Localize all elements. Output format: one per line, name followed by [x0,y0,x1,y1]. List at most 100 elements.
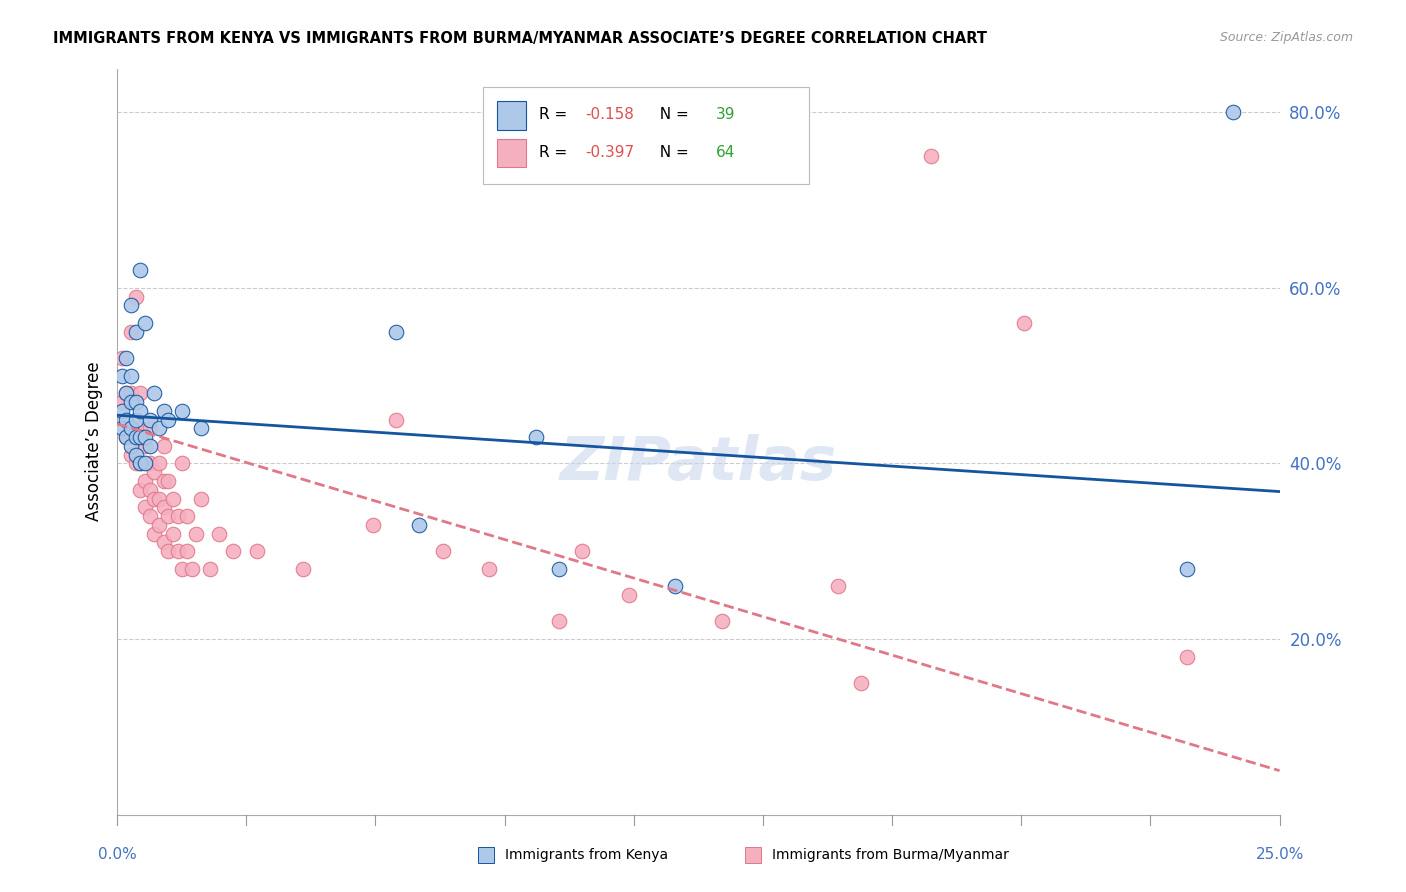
Point [571,544,593,558]
Point [134,474,156,488]
Point [125,448,148,462]
Point [186,526,208,541]
Bar [498,102,526,129]
Point [617,588,640,602]
Point [1175,649,1198,664]
Point [129,421,152,435]
Point [125,457,148,471]
Point [129,483,152,497]
Point [292,562,315,576]
Point [361,517,384,532]
Point [827,579,849,593]
Point [157,544,180,558]
Text: Source: ZipAtlas.com: Source: ZipAtlas.com [1219,31,1353,45]
Point [129,263,152,277]
Point [1012,316,1035,330]
Point [157,412,180,426]
Point [111,351,134,366]
Point [138,421,160,435]
Text: N =: N = [650,107,693,122]
Point [129,404,152,418]
Y-axis label: Associate’s Degree: Associate’s Degree [86,362,103,521]
Text: ZIPatlas: ZIPatlas [560,434,837,493]
Text: IMMIGRANTS FROM KENYA VS IMMIGRANTS FROM BURMA/MYANMAR ASSOCIATE’S DEGREE CORREL: IMMIGRANTS FROM KENYA VS IMMIGRANTS FROM… [53,31,987,46]
Text: Immigrants from Kenya: Immigrants from Kenya [505,847,668,862]
Point [111,395,134,409]
Point [134,457,156,471]
Point [478,562,501,576]
Point [157,474,180,488]
Point [385,325,408,339]
Point [138,483,160,497]
Point [125,430,148,444]
Point [166,544,188,558]
Point [148,517,170,532]
Point [152,474,174,488]
Point [120,421,142,435]
Point [152,535,174,549]
Point [208,526,231,541]
Point [432,544,454,558]
Point [157,509,180,524]
Point [120,395,142,409]
Point [162,526,184,541]
Point [120,421,142,435]
Text: 64: 64 [716,145,735,160]
Point [125,412,148,426]
Point [129,430,152,444]
Point [138,412,160,426]
Bar [498,138,526,167]
Point [148,491,170,506]
Point [1222,105,1244,120]
Bar [484,87,808,184]
Point [222,544,245,558]
Point [143,386,166,401]
Point [138,457,160,471]
Point [190,491,212,506]
Point [172,404,194,418]
Point [148,421,170,435]
Point [129,457,152,471]
Point [134,430,156,444]
Text: R =: R = [538,145,572,160]
Point [849,676,872,690]
Point [524,430,547,444]
Point [172,457,194,471]
Point [138,439,160,453]
Text: -0.158: -0.158 [586,107,634,122]
Text: 25.0%: 25.0% [1256,847,1303,863]
Point [115,412,138,426]
Point [710,615,733,629]
Point [129,457,152,471]
Point [134,439,156,453]
Point [111,368,134,383]
Point [143,491,166,506]
Point [548,562,571,576]
Point [1175,562,1198,576]
Point [134,316,156,330]
Text: N =: N = [650,145,693,160]
Point [152,404,174,418]
Point [162,491,184,506]
Point [152,500,174,515]
Point [920,149,942,163]
Point [120,368,142,383]
Point [125,395,148,409]
Point [180,562,202,576]
Point [120,298,142,312]
Point [120,386,142,401]
Point [125,290,148,304]
Point [176,509,198,524]
Point [172,562,194,576]
Point [115,351,138,366]
Point [198,562,221,576]
Point [120,448,142,462]
Point [664,579,686,593]
Point [148,457,170,471]
Point [166,509,188,524]
Point [115,430,138,444]
Text: 0.0%: 0.0% [98,847,136,863]
Point [125,430,148,444]
Point [125,325,148,339]
Point [408,517,430,532]
